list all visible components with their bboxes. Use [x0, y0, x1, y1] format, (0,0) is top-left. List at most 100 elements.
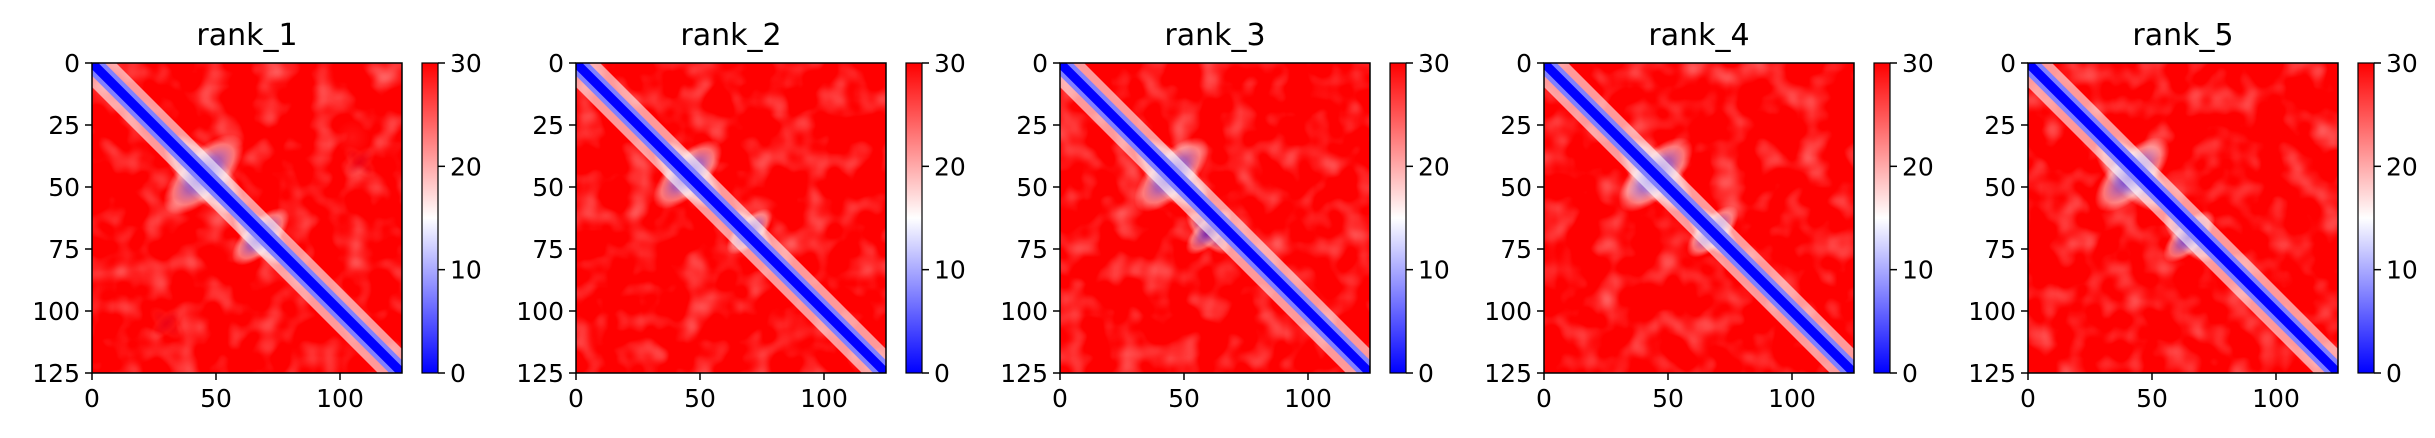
y-tick-label: 0	[1516, 49, 1532, 78]
y-tick-label: 25	[532, 111, 564, 140]
x-tick-label: 50	[1168, 384, 1200, 413]
colorbar-tick-label: 0	[1418, 359, 1434, 388]
colorbar-tick-label: 10	[1418, 256, 1450, 285]
axes-frame	[575, 62, 887, 374]
colorbar-tick-label: 10	[450, 256, 482, 285]
colorbar-tick-label: 30	[1418, 49, 1450, 78]
diagonal-core	[1060, 63, 1370, 373]
x-tick-label: 100	[800, 384, 848, 413]
colorbar: 0 10 20 30	[1389, 49, 1450, 388]
x-tick-label: 100	[1768, 384, 1816, 413]
colorbar-gradient	[2357, 62, 2375, 374]
x-tick-label: 100	[2252, 384, 2300, 413]
y-tick-label: 25	[1500, 111, 1532, 140]
y-tick-label: 100	[1000, 297, 1048, 326]
colorbar-tick-label: 10	[934, 256, 966, 285]
panel-title: rank_4	[1648, 18, 1749, 53]
panel-title: rank_5	[2132, 18, 2233, 53]
y-tick-label: 100	[516, 297, 564, 326]
y-tick-label: 125	[32, 359, 80, 388]
colorbar-gradient	[1389, 62, 1407, 374]
x-tick-label: 0	[1536, 384, 1552, 413]
heatmap-area	[1544, 63, 1854, 373]
y-tick-label: 25	[48, 111, 80, 140]
diagonal-core	[2028, 63, 2338, 373]
x-tick-label: 50	[684, 384, 716, 413]
contact-feature-4	[149, 119, 371, 341]
y-tick-label: 50	[48, 173, 80, 202]
colorbar-tick-label: 0	[450, 359, 466, 388]
colorbar-tick-label: 0	[1902, 359, 1918, 388]
colorbar-tick-label: 0	[934, 359, 950, 388]
y-tick-label: 75	[48, 235, 80, 264]
y-tick-label: 25	[1984, 111, 2016, 140]
heatmap-area	[1060, 63, 1370, 373]
colorbar-gradient	[905, 62, 923, 374]
y-tick-label: 125	[1968, 359, 2016, 388]
x-tick-label: 50	[1652, 384, 1684, 413]
diagonal-core	[1544, 63, 1854, 373]
y-tick-label: 50	[532, 173, 564, 202]
colorbar-tick-label: 20	[934, 152, 966, 181]
axes-frame	[91, 62, 403, 374]
colorbar-tick-label: 30	[934, 49, 966, 78]
y-tick-label: 0	[2000, 49, 2016, 78]
x-tick-label: 50	[2136, 384, 2168, 413]
diagonal-core	[92, 63, 402, 373]
y-tick-label: 25	[1016, 111, 1048, 140]
x-tick-label: 50	[200, 384, 232, 413]
colorbar-tick-label: 20	[1902, 152, 1934, 181]
heatmap-area	[2028, 63, 2338, 373]
colorbar: 0 10 20 30	[421, 49, 482, 388]
x-tick-label: 0	[568, 384, 584, 413]
heatmap-area	[576, 63, 886, 373]
colorbar-tick-label: 0	[2386, 359, 2402, 388]
x-tick-label: 100	[1284, 384, 1332, 413]
colorbar: 0 10 20 30	[905, 49, 966, 388]
colorbar-gradient	[1873, 62, 1891, 374]
y-tick-label: 75	[1016, 235, 1048, 264]
x-tick-label: 100	[316, 384, 364, 413]
x-tick-label: 0	[2020, 384, 2036, 413]
axes-frame	[1543, 62, 1855, 374]
y-tick-label: 50	[1500, 173, 1532, 202]
x-tick-label: 0	[1052, 384, 1068, 413]
y-tick-label: 75	[532, 235, 564, 264]
axes-frame	[1059, 62, 1371, 374]
colorbar-gradient	[421, 62, 439, 374]
y-tick-label: 0	[1032, 49, 1048, 78]
y-tick-label: 100	[32, 297, 80, 326]
y-tick-label: 50	[1016, 173, 1048, 202]
y-tick-label: 125	[1000, 359, 1048, 388]
y-tick-label: 75	[1500, 235, 1532, 264]
diagonal-core	[576, 63, 886, 373]
panel-title: rank_2	[680, 18, 781, 53]
colorbar-tick-label: 20	[1418, 152, 1450, 181]
panel-title: rank_3	[1164, 18, 1265, 53]
y-tick-label: 0	[548, 49, 564, 78]
panel-title: rank_1	[196, 18, 297, 53]
y-tick-label: 125	[1484, 359, 1532, 388]
colorbar-tick-label: 30	[450, 49, 482, 78]
y-tick-label: 50	[1984, 173, 2016, 202]
colorbar: 0 10 20 30	[2357, 49, 2418, 388]
contact-feature-3	[173, 144, 378, 349]
y-tick-label: 0	[64, 49, 80, 78]
colorbar-tick-label: 10	[2386, 256, 2418, 285]
y-tick-label: 125	[516, 359, 564, 388]
x-tick-label: 0	[84, 384, 100, 413]
y-tick-label: 100	[1484, 297, 1532, 326]
colorbar-tick-label: 30	[1902, 49, 1934, 78]
colorbar-tick-label: 30	[2386, 49, 2418, 78]
heatmap-area	[92, 63, 402, 373]
y-tick-label: 75	[1984, 235, 2016, 264]
colorbar-tick-label: 20	[2386, 152, 2418, 181]
axes-frame	[2027, 62, 2339, 374]
y-tick-label: 100	[1968, 297, 2016, 326]
